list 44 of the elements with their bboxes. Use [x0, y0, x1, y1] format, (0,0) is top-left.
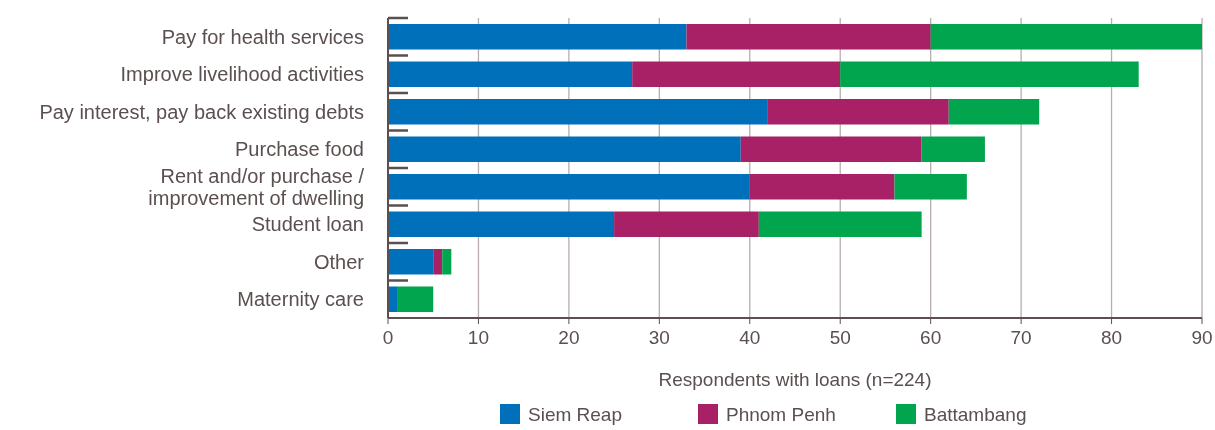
bar: [948, 99, 1040, 125]
x-tick-label: 80: [1100, 327, 1123, 348]
x-tick-label: 70: [1010, 327, 1032, 348]
bar: [767, 99, 949, 125]
y-tick-label: Purchase food: [235, 138, 364, 161]
x-tick-label: 90: [1191, 327, 1213, 348]
bar: [433, 249, 443, 275]
bar: [388, 24, 687, 50]
legend-label: Siem Reap: [528, 403, 622, 425]
bar: [442, 249, 452, 275]
bar: [388, 99, 768, 125]
y-tick-label: Pay for health services: [161, 25, 364, 48]
x-tick-label: 10: [467, 327, 490, 348]
bar: [740, 136, 922, 162]
x-tick-label: 30: [648, 327, 670, 348]
y-tick-label: Improve livelihood activities: [120, 63, 364, 86]
y-tick-label: Maternity care: [237, 288, 364, 311]
bar: [388, 249, 434, 275]
y-tick-label: Student loan: [251, 213, 364, 236]
bar: [749, 174, 895, 200]
bar: [686, 24, 931, 50]
bar: [397, 286, 434, 312]
bar: [632, 61, 841, 87]
bar: [894, 174, 967, 200]
bar: [921, 136, 985, 162]
bar: [840, 61, 1139, 87]
x-tick-label: 60: [920, 327, 942, 348]
y-tick-label: Other: [313, 250, 365, 273]
bar: [758, 211, 922, 237]
bar: [388, 61, 633, 87]
y-tick-label: Rent and/or purchase / improvement of dwelling: [148, 164, 365, 209]
x-tick-label: 20: [558, 327, 580, 348]
x-tick-label: 50: [829, 327, 851, 348]
legend-label: Battambang: [924, 403, 1027, 425]
bar: [388, 211, 615, 237]
bar: [614, 211, 759, 237]
x-tick-label: 0: [382, 327, 394, 348]
bar: [388, 174, 750, 200]
bar: [930, 24, 1202, 50]
x-axis-title: Respondents with loans (n=224): [658, 369, 932, 390]
bar: [388, 136, 741, 162]
y-tick-label: Pay interest, pay back existing debts: [39, 100, 364, 123]
x-tick-label: 40: [739, 327, 761, 348]
legend-label: Phnom Penh: [726, 403, 836, 425]
